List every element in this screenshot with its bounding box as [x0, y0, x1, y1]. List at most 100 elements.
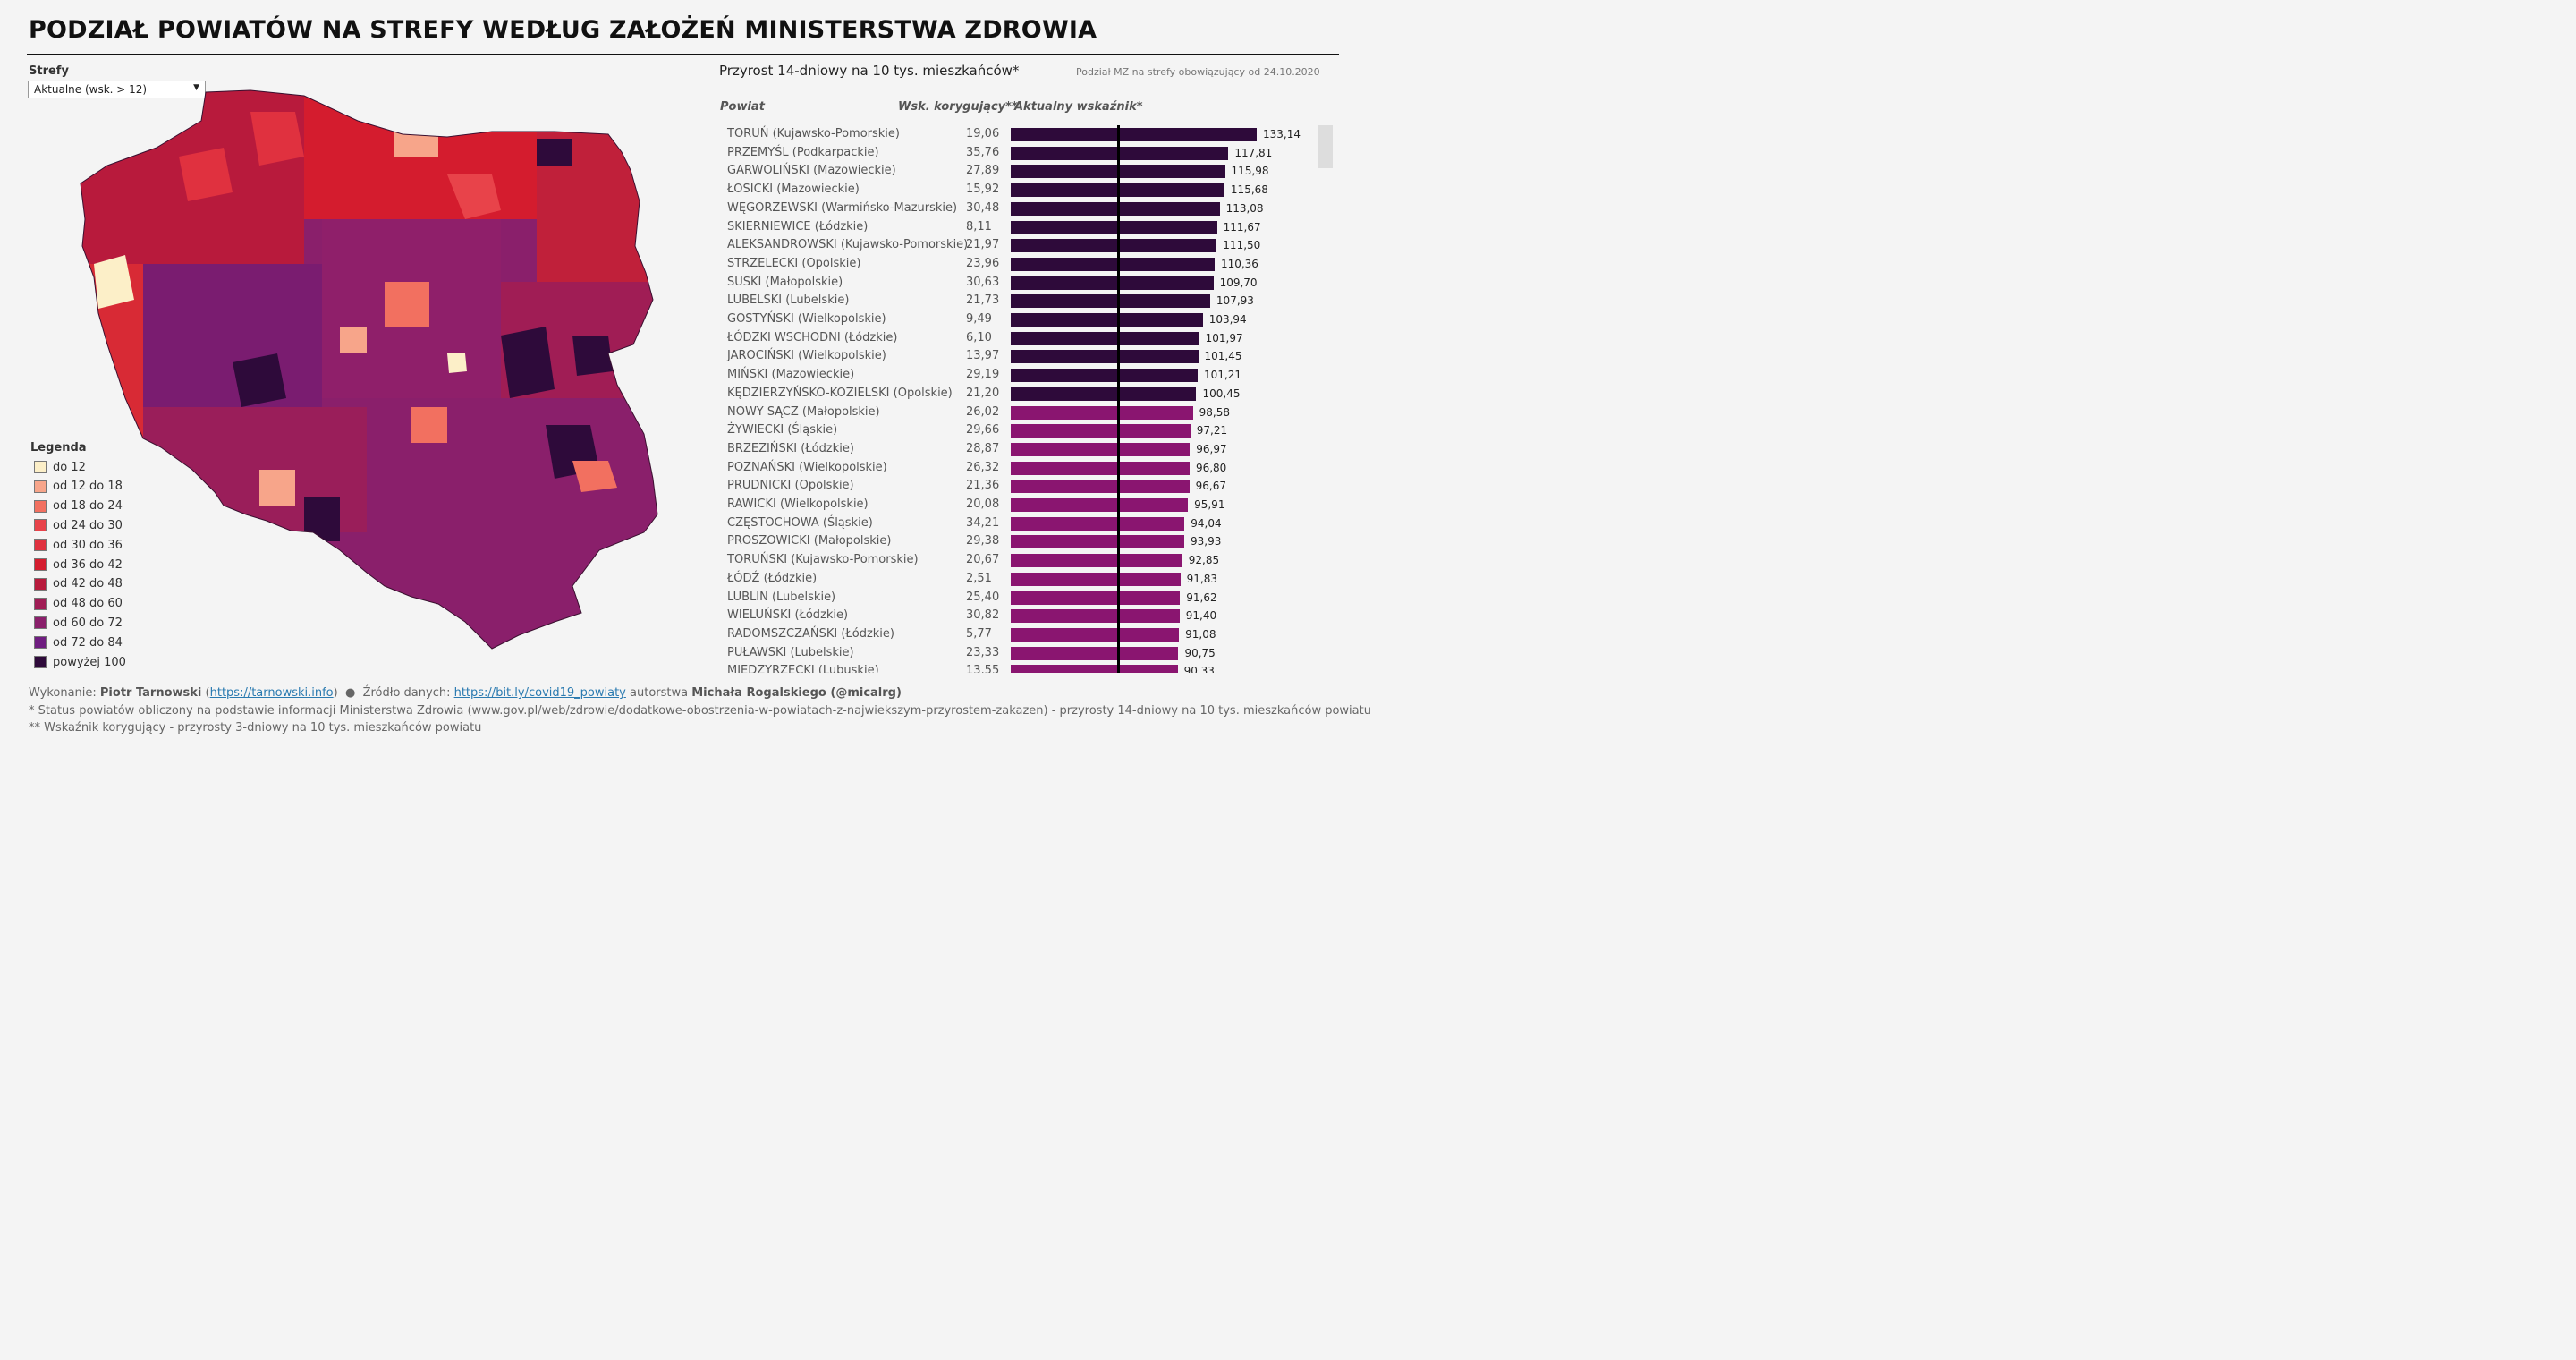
bar[interactable] [1011, 405, 1193, 420]
bar-row[interactable]: STRZELECKI (Opolskie) 23,96 110,36 [716, 255, 1324, 274]
legend-item[interactable]: od 30 do 36 [34, 536, 123, 554]
bar-row[interactable]: LUBELSKI (Lubelskie) 21,73 107,93 [716, 292, 1324, 310]
bar-row[interactable]: PROSZOWICKI (Małopolskie) 29,38 93,93 [716, 532, 1324, 551]
bar-row[interactable]: TORUŃ (Kujawsko-Pomorskie) 19,06 133,14 [716, 125, 1324, 144]
row-label: GOSTYŃSKI (Wielkopolskie) [727, 312, 886, 326]
bar-row[interactable]: RAWICKI (Wielkopolskie) 20,08 95,91 [716, 496, 1324, 514]
bar[interactable] [1011, 276, 1214, 290]
legend-label: od 18 do 24 [53, 499, 123, 514]
bar-row[interactable]: KĘDZIERZYŃSKO-KOZIELSKI (Opolskie) 21,20 1… [716, 385, 1324, 404]
bar-row[interactable]: GARWOLIŃSKI (Mazowieckie) 27,89 115,98 [716, 162, 1324, 181]
bar[interactable] [1011, 554, 1182, 568]
bar[interactable] [1011, 331, 1199, 345]
bar[interactable] [1011, 201, 1220, 216]
bar-row[interactable]: LUBLIN (Lubelskie) 25,40 91,62 [716, 589, 1324, 608]
column-header-powiat[interactable]: Powiat [720, 100, 765, 114]
bar-row[interactable]: CZĘSTOCHOWA (Śląskie) 34,21 94,04 [716, 514, 1324, 533]
corr-value: 30,48 [966, 200, 1000, 215]
column-header-current[interactable]: Aktualny wskaźnik* [1014, 100, 1143, 114]
legend-item[interactable]: od 42 do 48 [34, 575, 123, 593]
bar[interactable] [1011, 239, 1217, 253]
corr-value: 34,21 [966, 515, 1000, 530]
row-label: SKIERNIEWICE (Łódzkie) [727, 219, 869, 234]
bar-row[interactable]: ŁÓDŹ (Łódzkie) 2,51 91,83 [716, 570, 1324, 589]
bar[interactable] [1011, 609, 1180, 624]
bar[interactable] [1011, 665, 1178, 673]
bar[interactable] [1011, 313, 1203, 327]
bar[interactable] [1011, 498, 1189, 512]
legend-item[interactable]: od 48 do 60 [34, 595, 123, 613]
bar-row[interactable]: GOSTYŃSKI (Wielkopolskie) 9,49 103,94 [716, 310, 1324, 329]
bar-row[interactable]: SKIERNIEWICE (Łódzkie) 8,11 111,67 [716, 218, 1324, 237]
legend-item[interactable]: do 12 [34, 458, 86, 476]
bar[interactable] [1011, 387, 1197, 401]
row-label: ALEKSANDROWSKI (Kujawsko-Pomorskie) [727, 238, 969, 252]
bar[interactable] [1011, 646, 1179, 660]
bar[interactable] [1011, 128, 1257, 141]
source-link[interactable]: https://bit.ly/covid19_powiaty [453, 686, 626, 700]
legend-label: od 24 do 30 [53, 518, 123, 532]
legend-label: do 12 [53, 460, 86, 474]
bar-row[interactable]: JAROCIŃSKI (Wielkopolskie) 13,97 101,45 [716, 347, 1324, 366]
bar-row[interactable]: PUŁAWSKI (Lubelskie) 23,33 90,75 [716, 644, 1324, 663]
bar-row[interactable]: MIĘDZYRZECKI (Lubuskie) 13,55 90,33 [716, 662, 1324, 673]
bar[interactable] [1011, 442, 1191, 456]
bar-row[interactable]: SUSKI (Małopolskie) 30,63 109,70 [716, 274, 1324, 293]
bar[interactable] [1011, 294, 1210, 309]
corr-value: 2,51 [966, 571, 992, 585]
bar-row[interactable]: RADOMSZCZAŃSKI (Łódzkie) 5,77 91,08 [716, 625, 1324, 644]
legend-item[interactable]: od 12 do 18 [34, 478, 123, 496]
footer-note-2: ** Wskaźnik korygujący - przyrosty 3-dni… [29, 721, 482, 735]
bar-value-label: 97,21 [1196, 424, 1228, 438]
author-link[interactable]: https://tarnowski.info [209, 686, 334, 700]
bar[interactable] [1011, 369, 1199, 383]
bar[interactable] [1011, 461, 1190, 475]
legend-item[interactable]: od 36 do 42 [34, 556, 123, 574]
bar-row[interactable]: WĘGORZEWSKI (Warmińsko-Mazurskie) 30,48 11… [716, 200, 1324, 218]
row-label: BRZEZIŃSKI (Łódzkie) [727, 441, 854, 455]
legend-label: od 12 do 18 [53, 480, 123, 494]
bar-row[interactable]: TORUŃSKI (Kujawsko-Pomorskie) 20,67 92,85 [716, 551, 1324, 570]
row-label: POZNAŃSKI (Wielkopolskie) [727, 460, 887, 474]
bar[interactable] [1011, 220, 1217, 234]
poland-map[interactable] [72, 85, 662, 658]
bar[interactable] [1011, 480, 1190, 494]
bar[interactable] [1011, 257, 1215, 271]
bar-value-label: 101,97 [1205, 331, 1243, 344]
bar-value-label: 111,50 [1223, 239, 1261, 252]
page-title: PODZIAŁ POWIATÓW NA STREFY WEDŁUG ZAŁOŻE… [29, 16, 1097, 44]
bar-row[interactable]: MIŃSKI (Mazowieckie) 29,19 101,21 [716, 366, 1324, 385]
bar-row[interactable]: WIELUŃSKI (Łódzkie) 30,82 91,40 [716, 607, 1324, 625]
bar-row[interactable]: PRUDNICKI (Opolskie) 21,36 96,67 [716, 477, 1324, 496]
bar-value-label: 98,58 [1199, 405, 1230, 419]
bar[interactable] [1011, 350, 1199, 364]
legend-item[interactable]: powyżej 100 [34, 653, 126, 671]
bar[interactable] [1011, 572, 1181, 586]
bar-row[interactable]: PRZEMYŚL (Podkarpackie) 35,76 117,81 [716, 144, 1324, 163]
legend-item[interactable]: od 72 do 84 [34, 633, 123, 651]
footer-source-prefix: ● Źródło danych: [337, 686, 454, 700]
bar[interactable] [1011, 535, 1184, 549]
bar[interactable] [1011, 627, 1180, 642]
legend-item[interactable]: od 60 do 72 [34, 614, 123, 632]
scrollbar[interactable] [1318, 125, 1333, 168]
bar-row[interactable]: NOWY SĄCZ (Małopolskie) 26,02 98,58 [716, 404, 1324, 422]
zone-filter-dropdown[interactable]: Aktualne (wsk. > 12) ▼ [28, 81, 206, 98]
column-header-corr[interactable]: Wsk. korygujący** [898, 100, 1018, 114]
bar[interactable] [1011, 424, 1191, 438]
legend-item[interactable]: od 24 do 30 [34, 516, 123, 534]
bar-row[interactable]: ŁOSICKI (Mazowieckie) 15,92 115,68 [716, 181, 1324, 200]
footer-source-author: Michała Rogalskiego (@micalrg) [691, 686, 902, 700]
corr-value: 21,36 [966, 479, 1000, 493]
bar-row[interactable]: ŁÓDZKI WSCHODNI (Łódzkie) 6,10 101,97 [716, 329, 1324, 348]
bar-value-label: 133,14 [1263, 128, 1301, 140]
corr-value: 13,55 [966, 664, 1000, 673]
bar-row[interactable]: ŻYWIECKI (Śląskie) 29,66 97,21 [716, 421, 1324, 440]
bar[interactable] [1011, 516, 1185, 531]
bar-row[interactable]: ALEKSANDROWSKI (Kujawsko-Pomorskie) 21,97… [716, 236, 1324, 255]
legend-item[interactable]: od 18 do 24 [34, 497, 123, 515]
bar-row[interactable]: POZNAŃSKI (Wielkopolskie) 26,32 96,80 [716, 459, 1324, 478]
bar[interactable] [1011, 591, 1181, 605]
bar-chart-rows[interactable]: TORUŃ (Kujawsko-Pomorskie) 19,06 133,14 PRZ… [716, 125, 1324, 673]
bar-row[interactable]: BRZEZIŃSKI (Łódzkie) 28,87 96,97 [716, 440, 1324, 459]
